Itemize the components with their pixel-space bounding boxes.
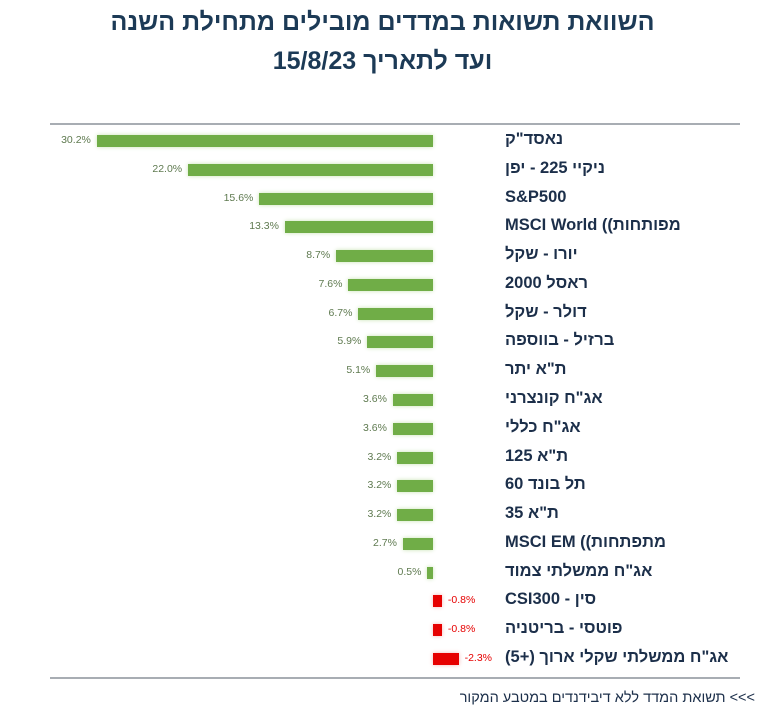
value-label: -0.8% xyxy=(447,594,476,607)
bar xyxy=(397,509,433,522)
category-label: אג"ח ממשלתי צמוד xyxy=(505,561,653,580)
category-label: יורו - שקל xyxy=(505,245,578,264)
value-label: 7.6% xyxy=(318,277,343,290)
value-label: 8.7% xyxy=(306,249,331,262)
category-label: מפותחות)) MSCI World xyxy=(505,216,681,235)
value-label: 0.5% xyxy=(397,565,422,578)
bar xyxy=(397,451,433,464)
category-label: פוטסי - בריטניה xyxy=(505,619,623,638)
category-label: אג"ח כללי xyxy=(505,417,581,436)
value-label: 3.2% xyxy=(367,450,392,463)
value-label: -0.8% xyxy=(447,623,476,636)
category-label: ניקיי 225 - יפן xyxy=(505,158,606,177)
category-label: S&P500 xyxy=(505,187,567,206)
value-label: 3.2% xyxy=(367,479,392,492)
bar xyxy=(376,365,433,378)
bar xyxy=(402,537,433,550)
bottom-divider xyxy=(50,677,740,679)
bar xyxy=(397,480,433,493)
bar xyxy=(358,307,433,320)
category-label: סין - CSI300 xyxy=(505,590,597,609)
chart-title: השוואת תשואות במדדים מובילים מתחילת השנה xyxy=(110,8,655,36)
value-label: 30.2% xyxy=(61,134,91,146)
category-label: ת"א יתר xyxy=(505,360,567,379)
bar xyxy=(367,336,433,349)
chart-subtitle: ועד לתאריך 15/8/23 xyxy=(272,47,493,75)
value-label: 3.6% xyxy=(363,393,387,406)
category-label: ברזיל - בווספה xyxy=(505,331,615,350)
bar xyxy=(259,192,433,205)
bar xyxy=(284,221,433,234)
category-label: ראסל 2000 xyxy=(505,273,589,292)
bar xyxy=(392,422,433,435)
bar xyxy=(433,624,442,637)
bar xyxy=(96,135,433,147)
top-divider xyxy=(50,123,740,125)
value-label: 6.7% xyxy=(328,306,353,319)
category-label: אג"ח קונצרני xyxy=(505,389,603,408)
bar xyxy=(336,250,433,263)
bar xyxy=(433,595,442,608)
bar xyxy=(427,566,433,579)
value-label: 5.1% xyxy=(346,364,371,377)
footnote: >>> תשואת המדד ללא דיבידנדים במטבע המקור xyxy=(459,690,755,706)
value-label: 22.0% xyxy=(152,162,183,175)
value-label: 2.7% xyxy=(373,536,397,549)
category-label: דולר - שקל xyxy=(505,302,587,321)
category-label: נאסד"ק xyxy=(505,130,564,148)
bar xyxy=(433,653,459,666)
value-label: 3.2% xyxy=(367,508,392,521)
bar xyxy=(392,394,433,407)
bar xyxy=(348,278,433,291)
value-label: 15.6% xyxy=(223,191,254,204)
category-label: ת"א 125 xyxy=(505,446,569,465)
category-label: ת"א 35 xyxy=(505,504,559,523)
category-label: תל בונד 60 xyxy=(505,475,586,494)
value-label: 3.6% xyxy=(363,421,387,434)
value-label: -2.3% xyxy=(464,652,493,665)
bar xyxy=(188,163,433,176)
category-label: מתפתחות)) MSCI EM xyxy=(505,532,666,551)
value-label: 5.9% xyxy=(337,335,362,348)
value-label: 13.3% xyxy=(249,220,279,233)
category-label: אג"ח ממשלתי שקלי ארוך (+5) xyxy=(505,648,729,667)
